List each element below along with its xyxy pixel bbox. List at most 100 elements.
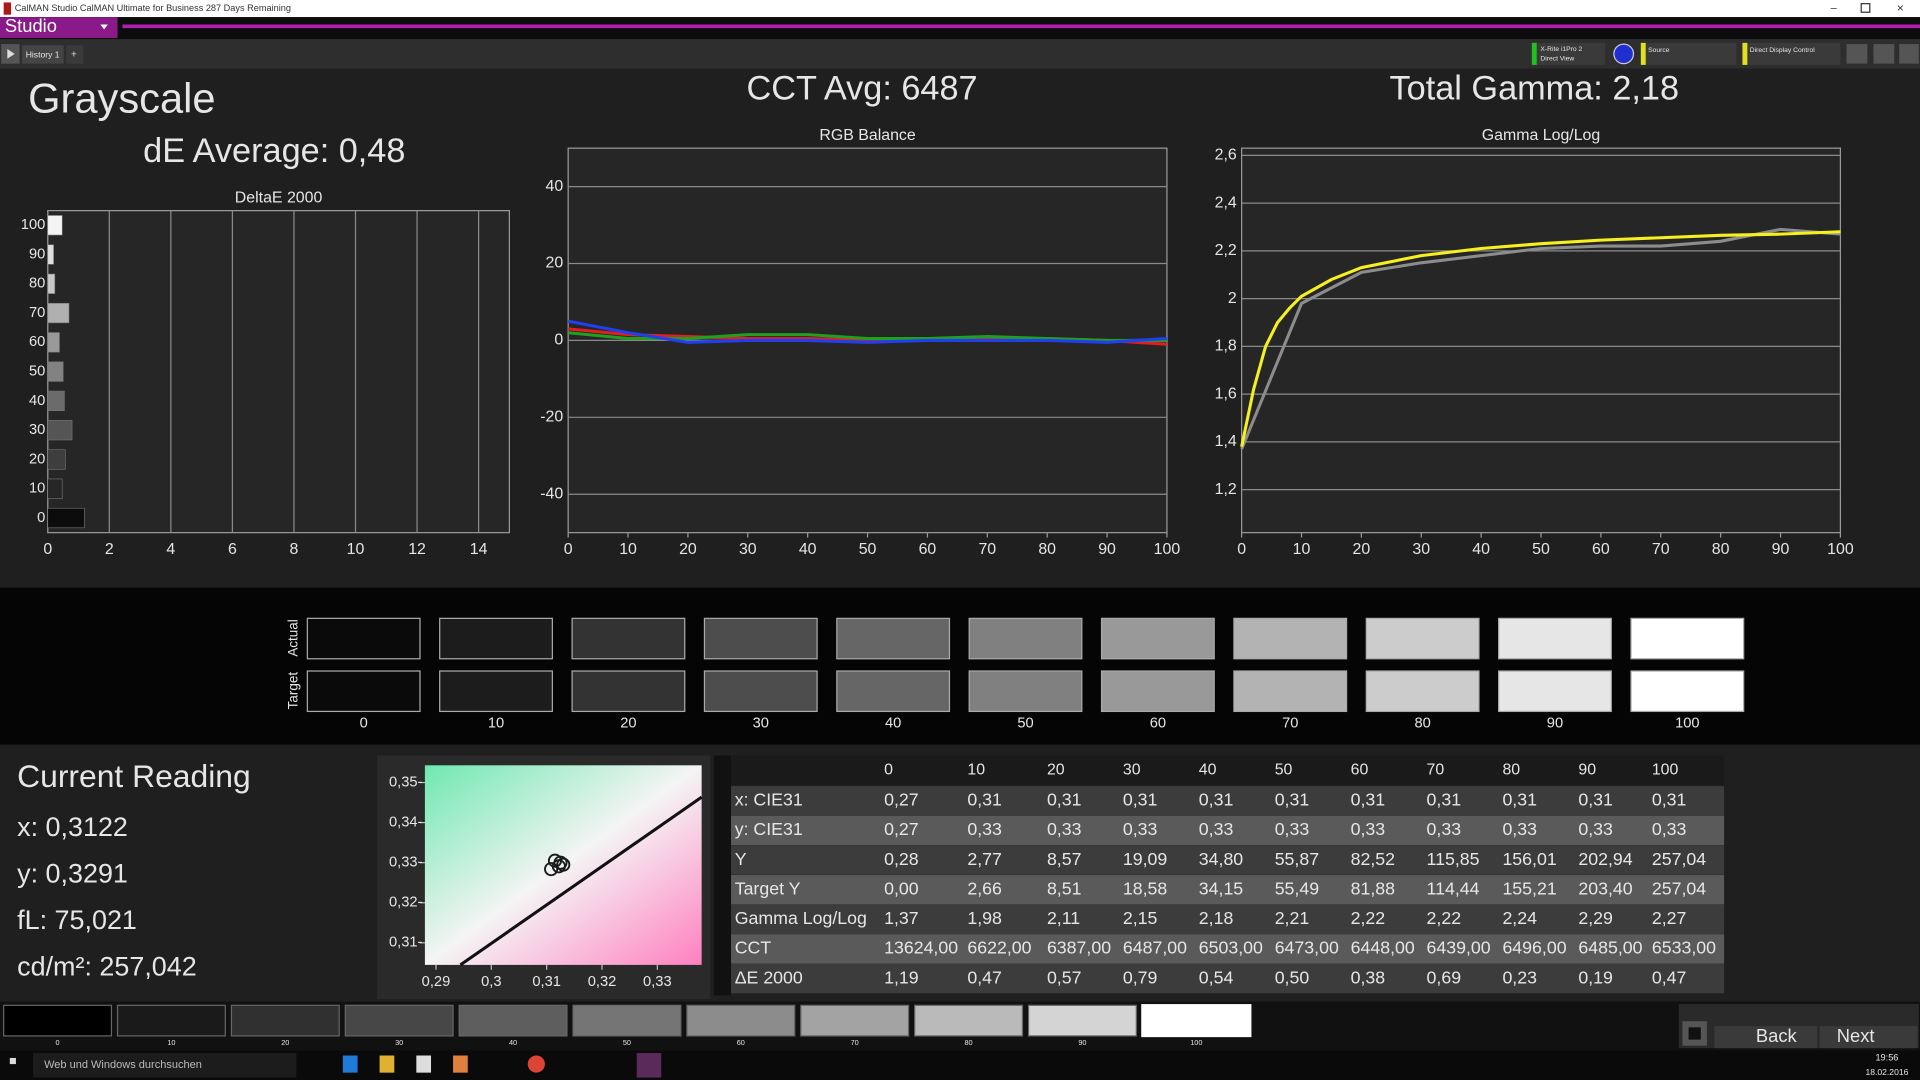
strip-swatch[interactable]: [116, 1004, 226, 1037]
back-label[interactable]: Back: [1756, 1025, 1798, 1046]
y-tick-label: 2,4: [1215, 194, 1237, 211]
next-button[interactable]: [1819, 1026, 1918, 1049]
series-line: [1240, 230, 1841, 447]
x-tick-label: 40: [1472, 541, 1490, 558]
history-tab-label[interactable]: History 1: [26, 49, 60, 59]
swatch-label: 40: [885, 716, 901, 732]
add-tab[interactable]: [66, 45, 84, 64]
table-cell: 19,09: [1123, 849, 1168, 869]
strip-label[interactable]: 30: [395, 1038, 403, 1047]
meter-mode[interactable]: Direct View: [1540, 56, 1574, 63]
back-button[interactable]: [1714, 1026, 1818, 1049]
y-tick-label: 40: [546, 178, 564, 195]
close-button[interactable]: ×: [1897, 1, 1904, 15]
maximize-button[interactable]: [1860, 3, 1871, 13]
settings-button[interactable]: [1846, 44, 1868, 64]
actual-swatch: [1498, 617, 1612, 660]
strip-label[interactable]: 50: [623, 1038, 631, 1047]
strip-label[interactable]: 90: [1078, 1038, 1086, 1047]
strip-swatch[interactable]: [800, 1004, 910, 1037]
table-cell: 202,94: [1578, 849, 1632, 869]
strip-swatch[interactable]: [230, 1004, 340, 1037]
calman-icon[interactable]: [636, 1053, 662, 1078]
strip-label[interactable]: 60: [737, 1038, 745, 1047]
media-icon[interactable]: [453, 1055, 468, 1073]
strip-swatch[interactable]: [1027, 1004, 1137, 1037]
y-tick-label: 1,2: [1215, 481, 1237, 498]
meter-badge[interactable]: [1613, 43, 1635, 65]
minimize-button[interactable]: –: [1831, 2, 1838, 14]
strip-label[interactable]: 80: [964, 1038, 972, 1047]
edge-icon[interactable]: [342, 1055, 358, 1073]
strip-swatch[interactable]: [914, 1004, 1024, 1037]
x-tick-label: 0,33: [643, 974, 672, 990]
y-tick-label: 2: [1228, 290, 1237, 307]
strip-swatch[interactable]: [572, 1004, 682, 1037]
y-tick-label: 30: [29, 422, 45, 438]
table-cell: 0,31: [1351, 790, 1386, 810]
explorer-icon[interactable]: [379, 1055, 395, 1073]
table-column-header: 30: [1123, 761, 1141, 778]
table-cell: 18,58: [1123, 878, 1168, 898]
strip-label[interactable]: 40: [509, 1038, 517, 1047]
table-cell: 6439,00: [1427, 938, 1491, 958]
search-text[interactable]: Web und Windows durchsuchen: [44, 1059, 202, 1071]
strip-label[interactable]: 100: [1190, 1038, 1202, 1047]
table-cell: 1,37: [884, 908, 919, 928]
collapse-button[interactable]: [1899, 44, 1919, 64]
chrome-icon[interactable]: [527, 1055, 545, 1073]
target-swatch: [703, 670, 818, 713]
strip-swatch[interactable]: [458, 1004, 568, 1037]
help-button[interactable]: [1873, 44, 1895, 64]
x-tick-label: 12: [408, 541, 426, 558]
target-swatch: [1365, 670, 1480, 713]
y-tick-label: 0,31-: [389, 935, 423, 951]
table-cell: 0,31: [1275, 790, 1310, 810]
table-cell: 156,01: [1502, 849, 1556, 869]
next-label[interactable]: Next: [1837, 1025, 1875, 1046]
reading-title: Current Reading: [17, 758, 251, 794]
strip-swatch[interactable]: [686, 1004, 796, 1037]
meter-selector[interactable]: [1531, 42, 1606, 65]
table-cell: 13624,00: [884, 938, 958, 958]
actual-swatch: [1365, 617, 1480, 660]
strip-swatch[interactable]: [344, 1004, 454, 1037]
x-tick-label: 10: [347, 541, 365, 558]
table-cell: 0,23: [1502, 967, 1537, 987]
y-tick-label: 1,6: [1215, 385, 1237, 402]
history-tab[interactable]: [22, 45, 64, 64]
x-tick-label: 90: [1098, 541, 1116, 558]
display-selector[interactable]: [1742, 42, 1841, 65]
meter-name[interactable]: X-Rite i1Pro 2: [1540, 46, 1582, 53]
table-row: [731, 963, 1725, 994]
studio-menu[interactable]: [0, 17, 118, 38]
strip-label[interactable]: 10: [167, 1038, 175, 1047]
source-label[interactable]: Source: [1648, 47, 1670, 54]
x-tick-label: 50: [859, 541, 877, 558]
strip-swatch[interactable]: [1141, 1004, 1252, 1038]
y-tick-label: 20: [546, 255, 564, 272]
strip-swatch[interactable]: [3, 1004, 113, 1037]
table-cell: 0,57: [1047, 967, 1082, 987]
x-tick-label: 10: [1293, 541, 1311, 558]
source-selector[interactable]: [1640, 42, 1737, 65]
swatch-row-label: Actual: [285, 619, 300, 656]
table-cell: 6485,00: [1578, 938, 1642, 958]
search-box[interactable]: [33, 1053, 297, 1078]
store-icon[interactable]: [416, 1055, 432, 1073]
strip-label[interactable]: 20: [281, 1038, 289, 1047]
studio-menu-label[interactable]: Studio: [5, 15, 57, 36]
table-cell: 0,69: [1427, 967, 1462, 987]
swatch-label: 30: [753, 716, 769, 732]
table-cell: 6496,00: [1502, 938, 1566, 958]
table-cell: 203,40: [1578, 878, 1632, 898]
table-cell: 0,19: [1578, 967, 1613, 987]
bar: [47, 420, 73, 441]
actual-swatch: [703, 617, 818, 660]
start-button[interactable]: [9, 1057, 16, 1065]
strip-label[interactable]: 70: [851, 1038, 859, 1047]
display-label[interactable]: Direct Display Control: [1750, 47, 1815, 54]
strip-label[interactable]: 0: [56, 1038, 60, 1047]
table-cell: 2,24: [1502, 908, 1537, 928]
